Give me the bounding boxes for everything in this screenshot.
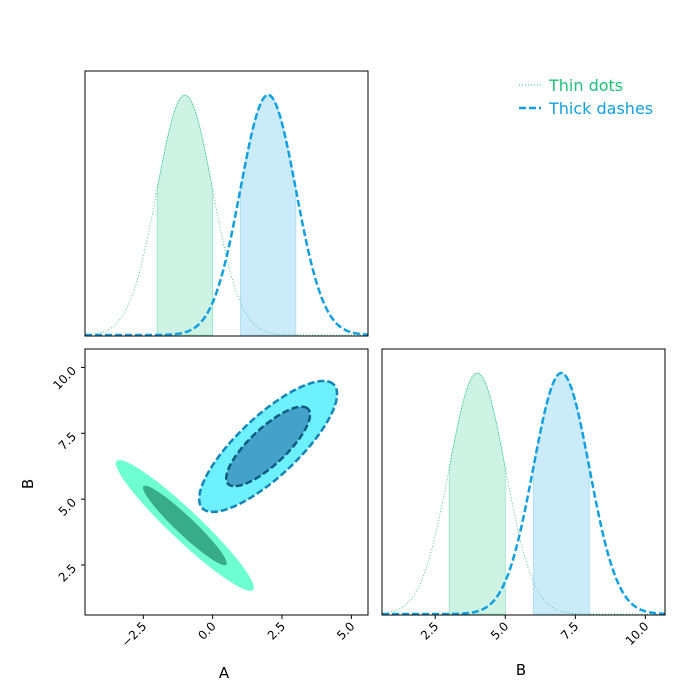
- joint-ab-frame: [84, 348, 369, 616]
- marginal-a-curve-0: [85, 94, 368, 336]
- joint-contour-0-inner: [143, 485, 227, 566]
- joint-contour-1-inner: [224, 405, 312, 488]
- marginal-a-curve-1: [85, 93, 368, 336]
- marginal-a-panel: [84, 70, 369, 337]
- marginal-b-interval-0: [448, 372, 506, 615]
- x-tick-label-a-0: −2.5: [119, 619, 150, 650]
- joint-ab-panel: −2.5 0.0 2.5 5.0 2.5 5.0 7.5 10.0: [50, 348, 369, 650]
- marginal-a-interval-1: [239, 94, 297, 336]
- marginal-b-frame: [381, 348, 666, 616]
- marginal-b-interval-1: [532, 372, 590, 615]
- marginal-b-curve-0: [382, 372, 665, 615]
- x-tick-label-b-3: 10.0: [623, 619, 652, 648]
- y-axis-label-b: B: [19, 479, 37, 489]
- x-axis-label-a: A: [219, 664, 230, 682]
- legend-label-thick-dashes: Thick dashes: [548, 99, 653, 118]
- x-tick-label-b-1: 5.0: [488, 619, 511, 642]
- legend-label-thin-dots: Thin dots: [548, 76, 623, 95]
- x-tick-label-a-3: 5.0: [334, 619, 357, 642]
- marginal-a-interval-0: [156, 94, 214, 336]
- legend: Thin dots Thick dashes: [519, 76, 653, 118]
- x-axis-label-b: B: [516, 661, 526, 679]
- x-tick-label-a-2: 2.5: [265, 619, 288, 642]
- marginal-a-frame: [84, 70, 369, 337]
- y-tick-label-b-3: 10.0: [50, 364, 79, 393]
- x-tick-label-b-0: 2.5: [418, 619, 441, 642]
- y-tick-label-b-0: 2.5: [56, 561, 79, 584]
- marginal-b-panel: 2.5 5.0 7.5 10.0: [381, 348, 666, 648]
- x-tick-label-a-1: 0.0: [195, 619, 218, 642]
- marginal-b-curve-1: [382, 371, 665, 615]
- y-tick-label-b-1: 5.0: [56, 495, 79, 518]
- y-tick-label-b-2: 7.5: [56, 429, 79, 452]
- x-tick-label-b-2: 7.5: [558, 619, 581, 642]
